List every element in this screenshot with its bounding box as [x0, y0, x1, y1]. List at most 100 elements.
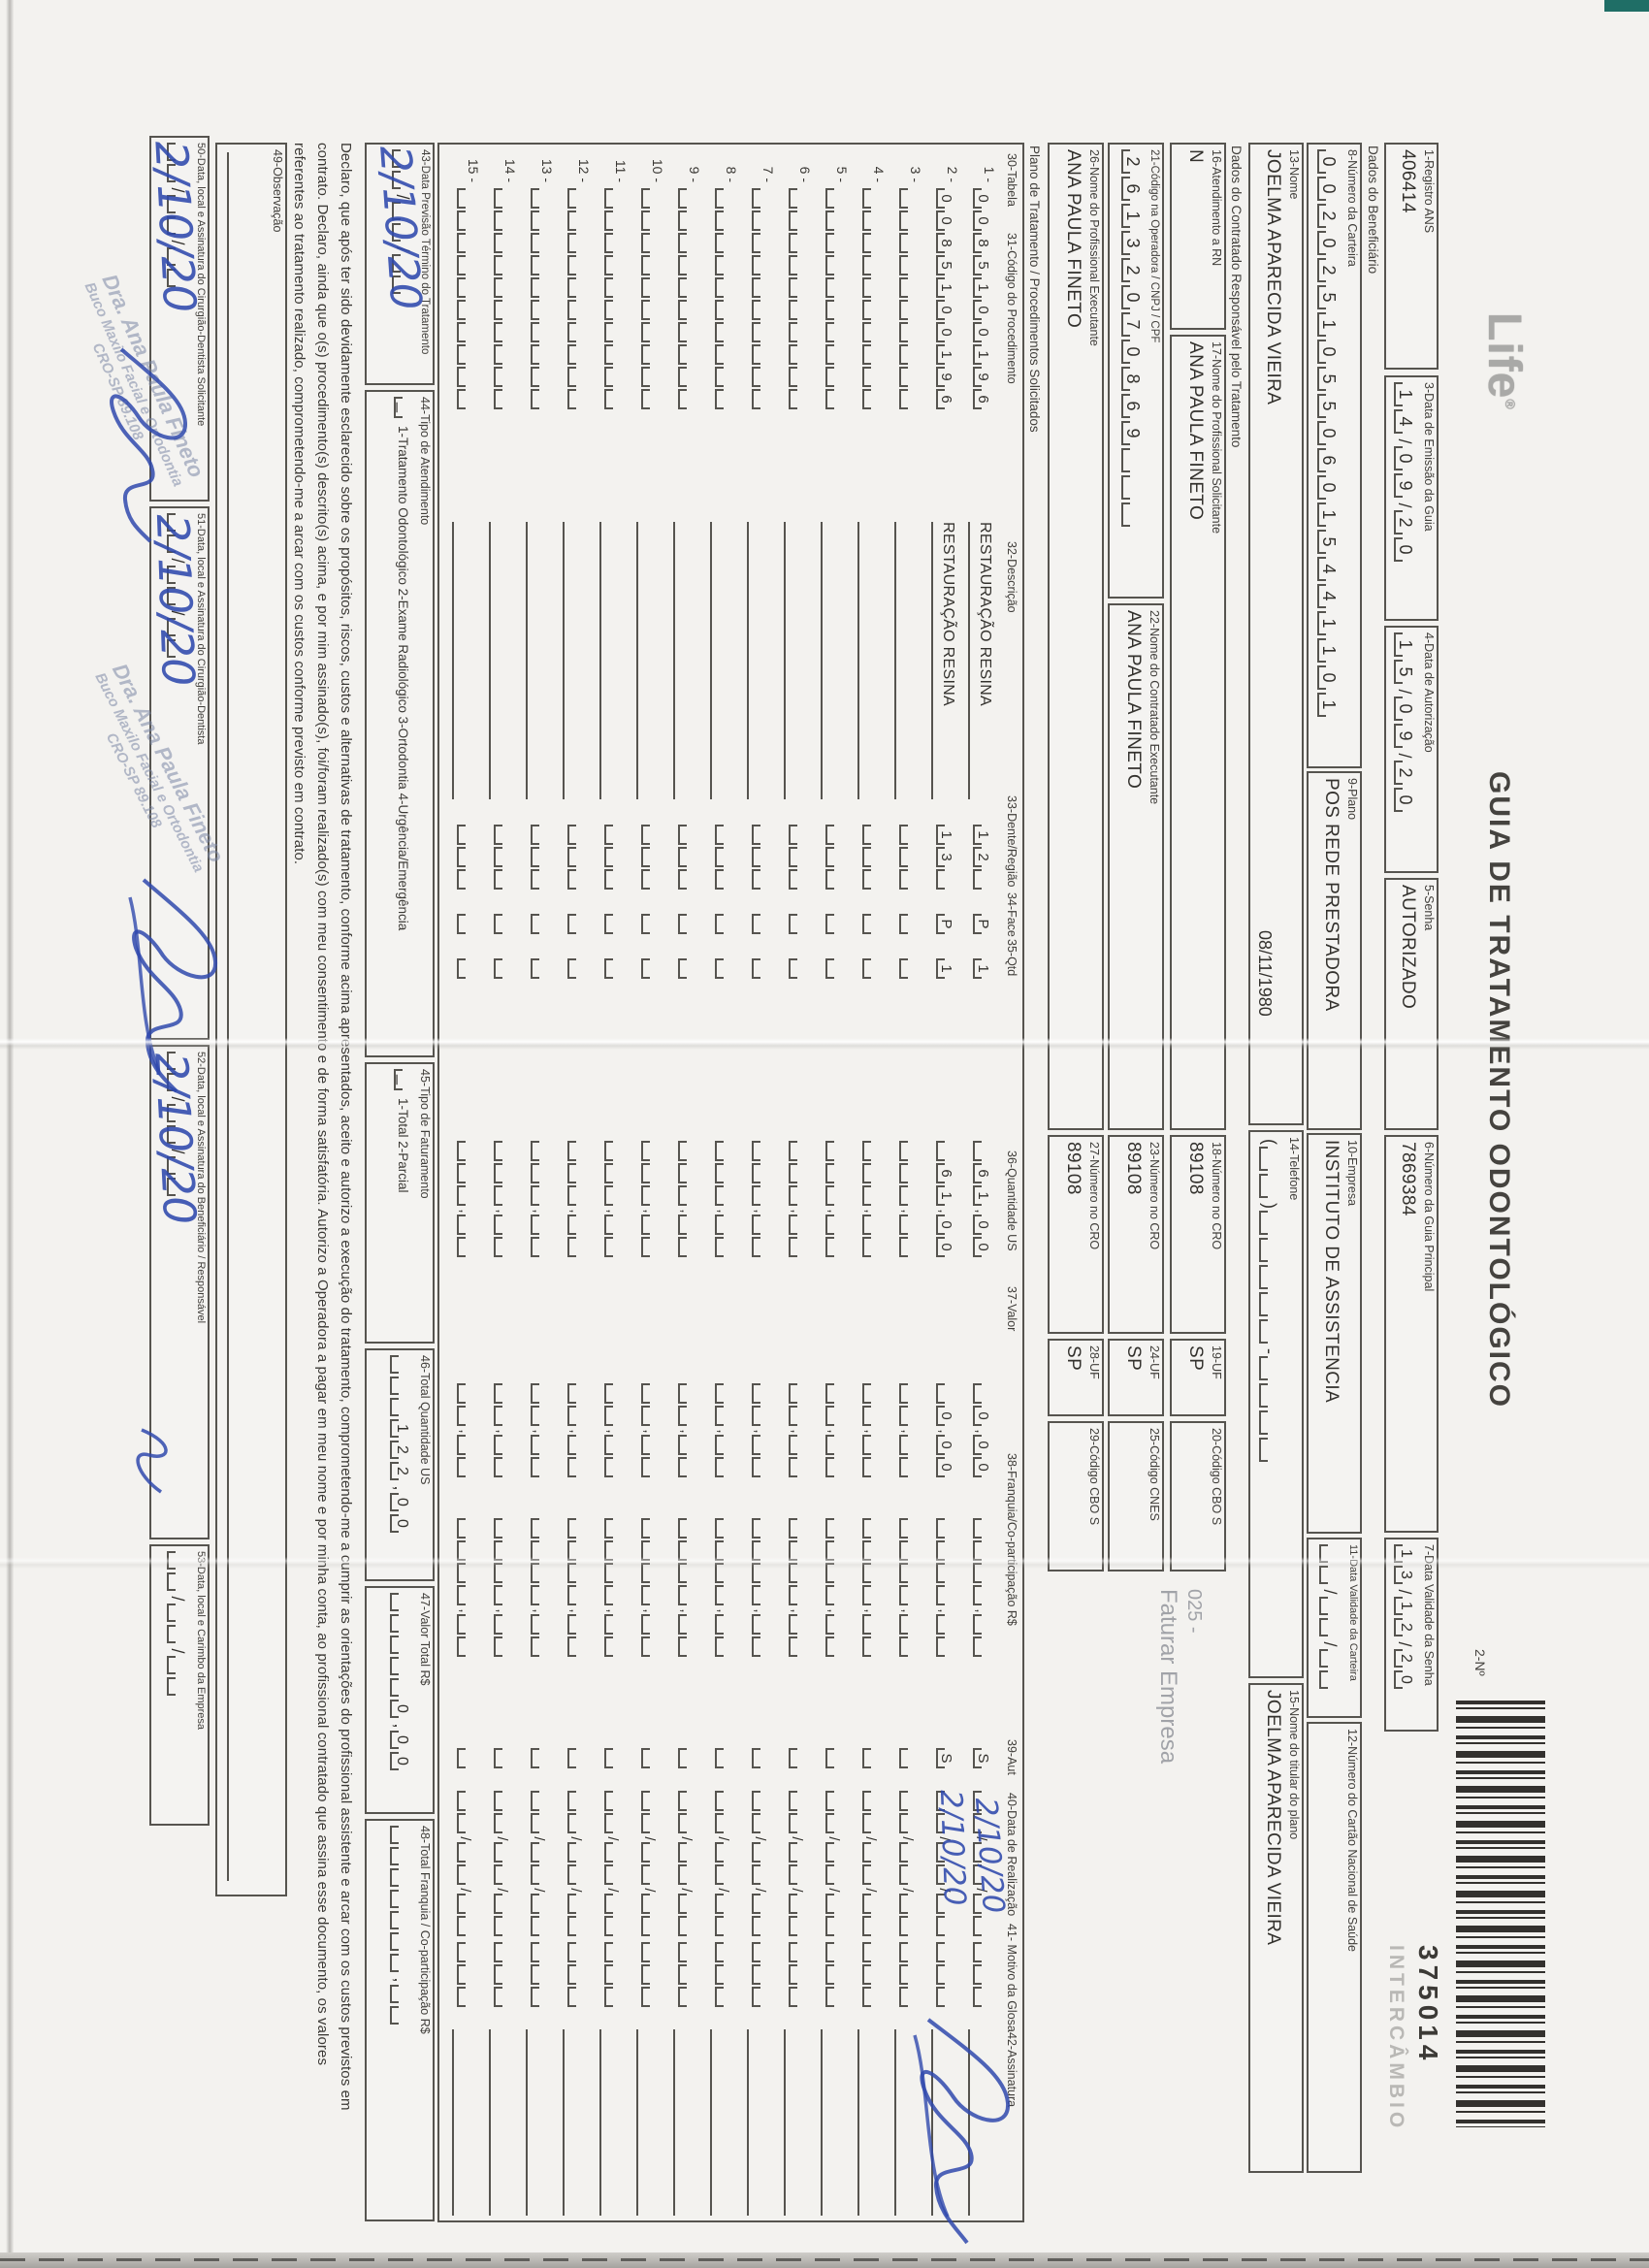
digit-cell — [457, 1791, 477, 1811]
digit-cell — [494, 1383, 514, 1404]
digit-cell — [825, 389, 846, 409]
digit-cell: 0 — [936, 1237, 956, 1257]
digit-cell — [825, 1791, 846, 1811]
digit-cell — [715, 1540, 735, 1561]
cell-separator: , — [862, 1608, 879, 1613]
col-qtd — [752, 958, 772, 981]
col-qtd — [899, 958, 920, 981]
digit-cell — [825, 1894, 846, 1914]
digit-cell: 6 — [1120, 177, 1145, 201]
digit-cell — [531, 188, 551, 209]
field-value: SP — [1185, 1345, 1207, 1372]
digit-cell — [531, 1141, 551, 1161]
digit-cell — [531, 1636, 551, 1657]
digit-cell: 2 — [1394, 1649, 1418, 1668]
field-label: 53-Data, local e Carimbo da Empresa — [195, 1551, 207, 1731]
cell-separator: , — [715, 1608, 731, 1613]
col-valor: , — [752, 1383, 772, 1479]
field-label: 46-Total Quantidade US — [418, 1355, 432, 1485]
cell-separator: , — [567, 1429, 584, 1434]
cell-separator: , — [457, 1608, 473, 1613]
digit-cell: 2 — [973, 847, 993, 867]
digit-cell — [457, 958, 477, 979]
digit-cell — [531, 1185, 551, 1206]
col-codigo — [567, 188, 588, 411]
col-qtd — [862, 958, 883, 981]
col-data: // — [899, 1791, 920, 1938]
digit-cell — [862, 188, 883, 209]
digit-cell — [789, 1518, 809, 1539]
digit-cell: 5 — [936, 255, 956, 275]
digit-cell: 0 — [936, 1406, 956, 1426]
digit-cell — [715, 344, 735, 365]
cell-separator: / — [936, 1836, 953, 1841]
digit-cell — [936, 1540, 956, 1561]
digit-cell — [899, 914, 920, 934]
digit-cell — [494, 211, 514, 231]
cell-separator: / — [641, 1888, 658, 1893]
col-qus: , — [531, 1141, 551, 1259]
procedure-description — [894, 522, 920, 799]
digit-cell — [825, 1987, 846, 2007]
digit-cell: 5 — [1317, 530, 1342, 554]
digit-cell — [899, 1964, 920, 1985]
digit-cell — [1259, 1438, 1283, 1462]
digit-cell — [457, 914, 477, 934]
digit-cell — [457, 1163, 477, 1183]
digit-cell — [1259, 1292, 1283, 1316]
digit-cell — [678, 1614, 698, 1635]
digit-cell: 2 — [390, 1441, 414, 1459]
digit-cell — [936, 1842, 956, 1863]
digit-cell — [390, 1398, 414, 1416]
row-number: 4 - — [871, 166, 887, 182]
col-dente — [789, 825, 809, 891]
digit-cell — [604, 1916, 625, 1936]
digit-cell — [494, 233, 514, 253]
digit-cell — [752, 322, 772, 342]
digit-cell: 3 — [936, 847, 956, 867]
col-valor: , — [494, 1383, 514, 1479]
cell-separator: ( — [1260, 1139, 1280, 1145]
field-total-franquia: 48-Total Franquia / Co-participação R$ , — [365, 1819, 435, 2221]
table-row: 1 -0085100196 12 P 1 61,00 0,00, S//RESTAURAÇÃ… — [964, 146, 997, 2217]
digit-cell — [715, 1636, 735, 1657]
scanner-bed-corner — [1604, 0, 1649, 12]
digit-cell — [604, 1842, 625, 1863]
digit-cell: 0 — [1317, 665, 1342, 690]
digit-cell — [457, 1636, 477, 1657]
digit-cell — [457, 1987, 477, 2007]
cell-separator: / — [752, 1836, 768, 1841]
digit-cell — [678, 1435, 698, 1455]
digit-cell — [167, 1604, 191, 1622]
digit-cell — [604, 1518, 625, 1539]
cell-separator: , — [678, 1429, 695, 1434]
digit-cell — [825, 825, 846, 845]
cell-separator: ) — [1260, 1203, 1280, 1209]
digit-cell — [789, 1237, 809, 1257]
digit-cell — [390, 1657, 414, 1675]
digit-cell — [789, 277, 809, 298]
digit-cell — [567, 1585, 588, 1605]
digit-cell — [752, 1748, 772, 1768]
field-profissional-executante: 26-Nome do Profissional Executante ANA P… — [1048, 143, 1104, 1130]
digit-cell — [715, 1813, 735, 1833]
digit-cell — [752, 1987, 772, 2007]
digit-cell — [899, 1457, 920, 1477]
digit-cell — [899, 255, 920, 275]
col-header-descricao: 32-Descrição — [1005, 541, 1018, 613]
col-face — [715, 914, 735, 936]
digit-cell — [494, 1406, 514, 1426]
digit-cell — [825, 344, 846, 365]
col-valor: , — [899, 1383, 920, 1479]
digit-cell — [752, 914, 772, 934]
digit-cell — [789, 1540, 809, 1561]
digit-cell — [604, 1942, 625, 1962]
digit-cell — [789, 1942, 809, 1962]
digit-cell — [752, 1842, 772, 1863]
section-beneficiario: Dados do Beneficiário — [1366, 146, 1380, 275]
digit-cell — [862, 1435, 883, 1455]
digit-cell — [678, 1163, 698, 1183]
digit-cell — [167, 513, 191, 532]
digit-cell: 0 — [1394, 1670, 1418, 1689]
field-profissional-solicitante: 17-Nome do Profissional Solicitante ANA … — [1170, 335, 1226, 1130]
